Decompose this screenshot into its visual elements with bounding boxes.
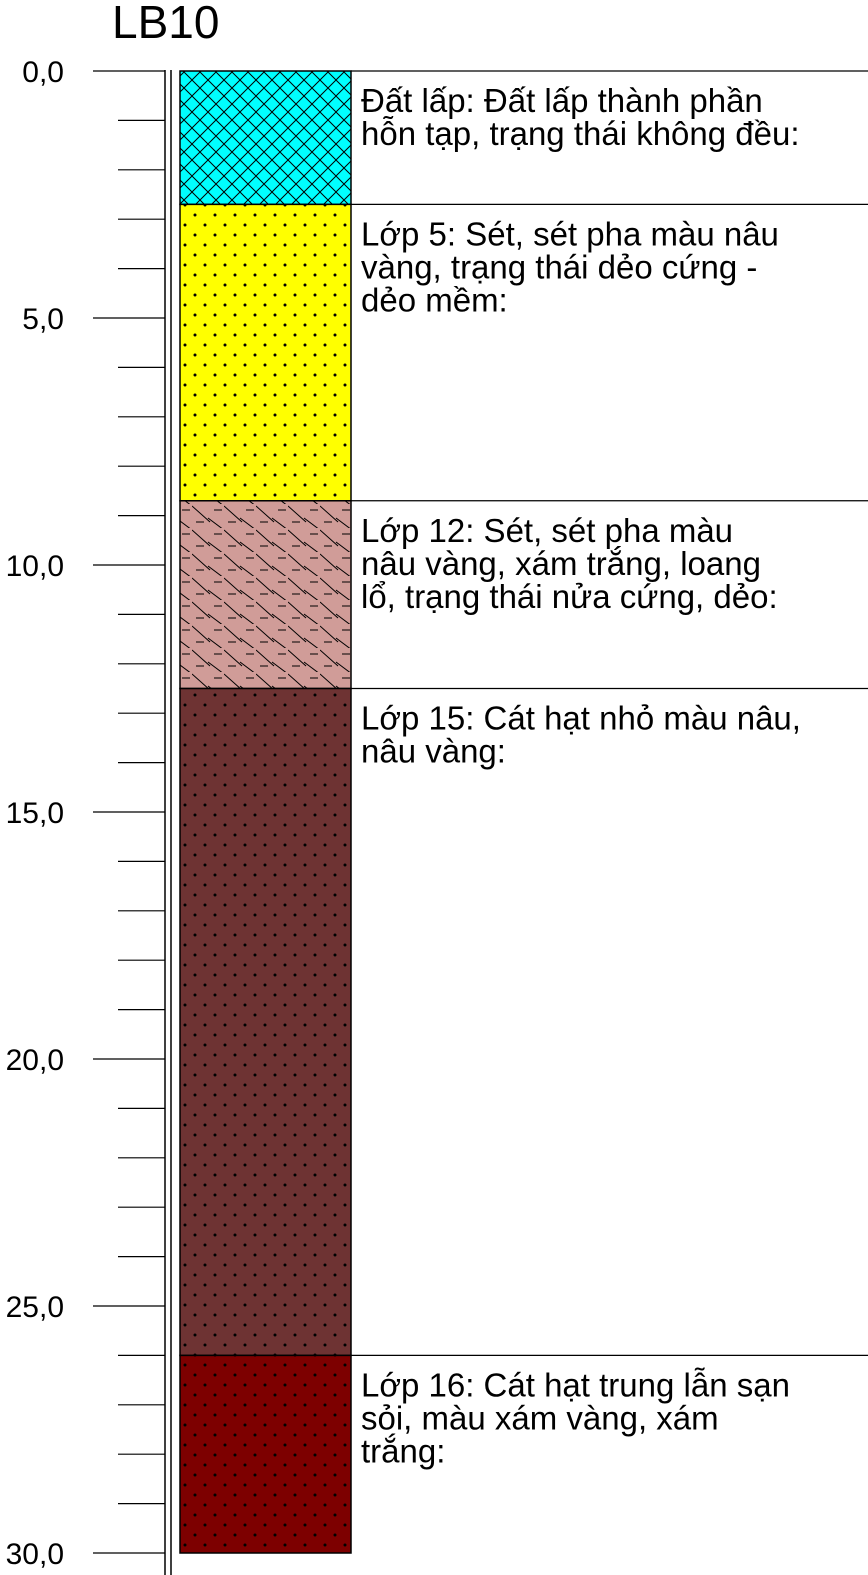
layer-description-line: trắng:: [361, 1432, 445, 1469]
layer-pattern: [179, 500, 352, 690]
layer-description-line: Lớp 12: Sét, sét pha màu: [361, 512, 733, 549]
depth-label: 20,0: [6, 1044, 64, 1077]
layer-description-line: hỗn tạp, trạng thái không đều:: [361, 115, 800, 152]
layer-description-line: lổ, trạng thái nửa cứng, dẻo:: [361, 578, 778, 615]
depth-ticks: 0,0 5,0 10,0 15,0 20,0 25,0 30,0: [6, 56, 165, 1571]
layer-description-line: Lớp 16: Cát hạt trung lẫn sạn: [361, 1366, 790, 1403]
depth-label: 10,0: [6, 550, 64, 583]
layer-description-line: dẻo mềm:: [361, 281, 508, 318]
depth-label: 25,0: [6, 1291, 64, 1324]
borehole-title: LB10: [112, 0, 219, 48]
layer-pattern: [179, 203, 352, 502]
layer-pattern: [179, 687, 352, 1357]
layer-description-line: Lớp 5: Sét, sét pha màu nâu: [361, 215, 779, 252]
layer-pattern: [179, 70, 352, 206]
depth-label: 0,0: [22, 56, 64, 89]
depth-axis: [164, 70, 172, 1575]
depth-label: 30,0: [6, 1538, 64, 1571]
layer-description-line: sỏi, màu xám vàng, xám: [361, 1399, 719, 1436]
depth-label: 5,0: [22, 303, 64, 336]
layer-description-line: nâu vàng:: [361, 733, 506, 770]
layer-description-line: Lớp 15: Cát hạt nhỏ màu nâu,: [361, 700, 801, 737]
layer-4: Lớp 15: Cát hạt nhỏ màu nâu,nâu vàng:: [179, 687, 868, 1357]
layer-description-line: Đất lấp: Đất lấp thành phần: [361, 82, 763, 119]
layer-description-line: nâu vàng, xám trắng, loang: [361, 545, 761, 582]
depth-label: 15,0: [6, 797, 64, 830]
layer-pattern: [179, 1354, 352, 1554]
layer-description-line: vàng, trạng thái dẻo cứng -: [361, 248, 757, 285]
